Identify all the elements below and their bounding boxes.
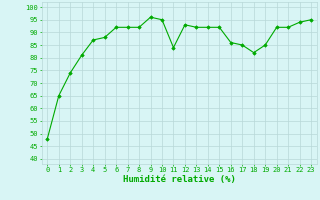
X-axis label: Humidité relative (%): Humidité relative (%): [123, 175, 236, 184]
